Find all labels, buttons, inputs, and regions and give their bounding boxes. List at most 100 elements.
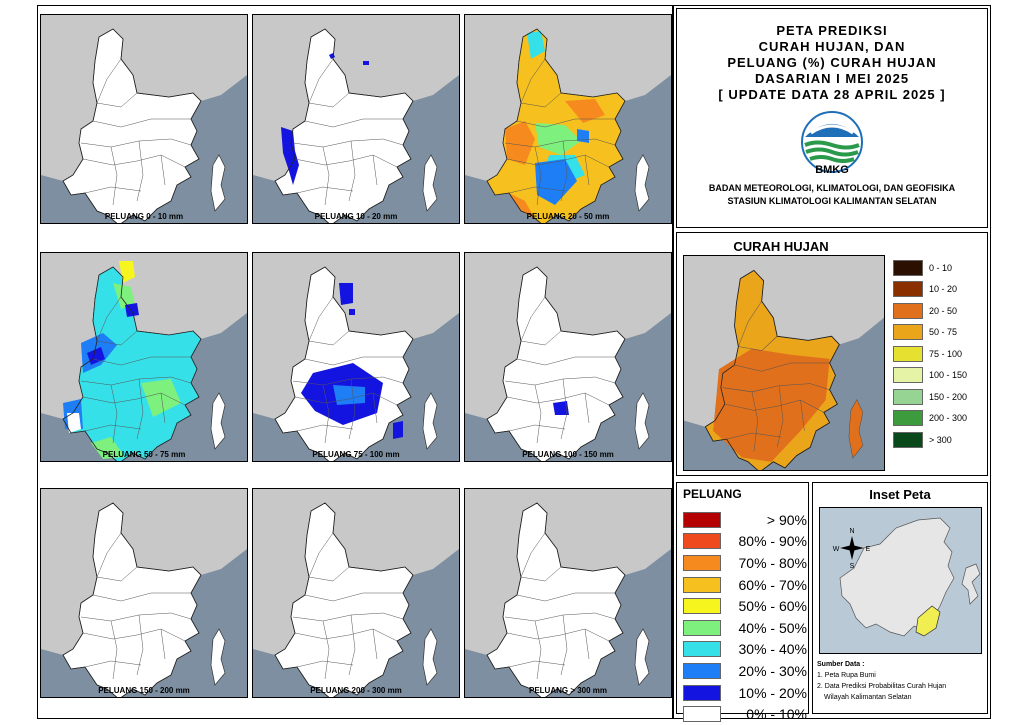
panel-map — [465, 253, 671, 461]
curah-hujan-legend-item: 10 - 20 — [893, 279, 967, 301]
legend-label: 0% - 10% — [746, 706, 807, 723]
legend-label: > 300 — [929, 434, 952, 445]
peluang-legend-item: 10% - 20% — [683, 682, 807, 704]
side-frame — [673, 5, 991, 719]
legend-label: 200 - 300 — [929, 413, 968, 424]
bmkg-logo: BMKG — [801, 111, 863, 176]
legend-swatch — [893, 302, 923, 319]
probability-panel: PELUANG 150 - 200 mm — [40, 488, 248, 698]
compass-icon: N S E W — [833, 528, 871, 570]
panel-caption: PELUANG 75 - 100 mm — [312, 450, 400, 459]
compass-n: N — [849, 528, 854, 535]
panel-map — [41, 489, 247, 697]
panel-caption: PELUANG 20 - 50 mm — [526, 212, 610, 221]
legend-swatch — [893, 345, 923, 362]
legend-label: > 90% — [766, 511, 807, 528]
compass-e: E — [866, 546, 871, 553]
curah-hujan-legend-item: 100 - 150 — [893, 365, 967, 387]
title-block: PETA PREDIKSI CURAH HUJAN, DAN PELUANG (… — [676, 8, 988, 228]
panel-map — [253, 15, 459, 223]
legend-swatch — [893, 281, 923, 298]
panel-caption: PELUANG 100 - 150 mm — [522, 450, 614, 459]
legend-label: 20% - 30% — [738, 662, 807, 679]
panel-caption: PELUANG 10 - 20 mm — [314, 212, 398, 221]
panel-caption: PELUANG 150 - 200 mm — [98, 686, 190, 695]
curah-hujan-legend-item: 200 - 300 — [893, 408, 967, 430]
legend-label: 20 - 50 — [929, 305, 958, 316]
logo-text: BMKG — [815, 164, 849, 176]
legend-label: 10 - 20 — [929, 284, 958, 295]
panel-caption: PELUANG 200 - 300 mm — [310, 686, 402, 695]
curah-hujan-legend-item: 50 - 75 — [893, 322, 967, 344]
legend-swatch — [893, 431, 923, 448]
peluang-legend-item: 0% - 10% — [683, 703, 807, 725]
inset-block: Inset Peta N S E W Sumber Data : 1. Peta… — [812, 482, 988, 714]
peluang-legend-item: 40% - 50% — [683, 617, 807, 639]
curah-hujan-legend-item: 150 - 200 — [893, 386, 967, 408]
legend-label: 80% - 90% — [738, 533, 807, 550]
legend-swatch — [683, 619, 721, 636]
panel-map — [41, 253, 247, 461]
legend-label: 40% - 50% — [738, 619, 807, 636]
compass-s: S — [850, 563, 855, 570]
legend-swatch — [683, 511, 721, 528]
station-name: STASIUN KLIMATOLOGI KALIMANTAN SELATAN — [727, 196, 937, 206]
legend-swatch — [683, 662, 721, 679]
legend-swatch — [893, 324, 923, 341]
curah-hujan-legend-item: > 300 — [893, 429, 967, 451]
peluang-legend-block: PELUANG > 90% 80% - 90% 70% - 80% 60% - 70%… — [676, 482, 809, 723]
legend-swatch — [683, 598, 721, 615]
legend-swatch — [893, 367, 923, 384]
legend-label: 0 - 10 — [929, 262, 953, 273]
org-name: BADAN METEOROLOGI, KLIMATOLOGI, DAN GEOF… — [708, 183, 956, 193]
legend-swatch — [683, 554, 721, 571]
inset-title: Inset Peta — [869, 487, 931, 502]
peluang-title: PELUANG — [683, 487, 742, 501]
curah-hujan-block: CURAH HUJAN 0 - 10 10 - 20 20 - 50 50 - 75 7… — [676, 232, 988, 476]
source-item-2b: Wilayah Kalimantan Selatan — [824, 694, 912, 701]
peluang-legend-item: 20% - 30% — [683, 660, 807, 682]
peluang-legend-item: 70% - 80% — [683, 552, 807, 574]
curah-hujan-legend: 0 - 10 10 - 20 20 - 50 50 - 75 75 - 100 100 -… — [893, 257, 967, 451]
probability-panel: PELUANG 10 - 20 mm — [252, 14, 460, 224]
panel-map — [465, 15, 671, 223]
probability-panel: PELUANG 200 - 300 mm — [252, 488, 460, 698]
legend-label: 50% - 60% — [738, 598, 807, 615]
sources: Sumber Data : 1. Peta Rupa Bumi 2. Data … — [817, 659, 946, 703]
probability-panel: PELUANG 0 - 10 mm — [40, 14, 248, 224]
legend-label: 50 - 75 — [929, 327, 958, 338]
peluang-legend-item: > 90% — [683, 509, 807, 531]
compass-w: W — [833, 546, 840, 553]
legend-swatch — [893, 410, 923, 427]
panel-caption: PELUANG 0 - 10 mm — [104, 212, 184, 221]
curah-hujan-legend-item: 75 - 100 — [893, 343, 967, 365]
title-line-2: CURAH HUJAN, DAN — [758, 39, 906, 54]
inset-map: N S E W — [819, 507, 982, 654]
map-sheet-frame — [37, 5, 673, 719]
peluang-legend-item: 80% - 90% — [683, 531, 807, 553]
legend-label: 75 - 100 — [929, 348, 963, 359]
peluang-legend-item: 30% - 40% — [683, 639, 807, 661]
panel-map — [253, 253, 459, 461]
panel-map — [41, 15, 247, 223]
sources-heading: Sumber Data : — [817, 661, 865, 668]
peluang-legend: > 90% 80% - 90% 70% - 80% 60% - 70% 50% - 60… — [683, 509, 807, 725]
probability-panel: PELUANG 20 - 50 mm — [464, 14, 672, 224]
title-line-5: [ UPDATE DATA 28 APRIL 2025 ] — [718, 87, 946, 102]
legend-swatch — [683, 641, 721, 658]
legend-swatch — [893, 259, 923, 276]
legend-label: 60% - 70% — [738, 576, 807, 593]
probability-panel: PELUANG > 300 mm — [464, 488, 672, 698]
peluang-legend-item: 60% - 70% — [683, 574, 807, 596]
kalsel-highlight — [915, 605, 941, 637]
legend-swatch — [683, 684, 721, 701]
probability-panel: PELUANG 50 - 75 mm — [40, 252, 248, 462]
peluang-legend-item: 50% - 60% — [683, 595, 807, 617]
source-item-1: 1. Peta Rupa Bumi — [817, 672, 876, 679]
panel-map — [253, 489, 459, 697]
legend-swatch — [893, 388, 923, 405]
panel-caption: PELUANG > 300 mm — [528, 686, 608, 695]
sulawesi-shape — [961, 563, 981, 605]
legend-swatch — [683, 576, 721, 593]
probability-panel: PELUANG 100 - 150 mm — [464, 252, 672, 462]
